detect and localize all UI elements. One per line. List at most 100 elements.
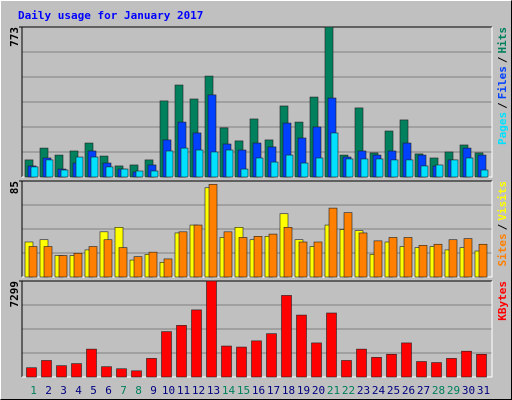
- bar: [358, 232, 368, 278]
- bar: [448, 239, 458, 278]
- bar: [390, 159, 399, 178]
- bar: [326, 312, 337, 378]
- bar: [88, 246, 98, 278]
- bar: [101, 366, 112, 378]
- bar: [223, 231, 233, 278]
- bar: [373, 240, 383, 278]
- bar: [360, 158, 369, 178]
- y-tick-label: 7299: [8, 281, 21, 308]
- x-tick-label: 31: [477, 384, 490, 397]
- x-tick-label: 23: [357, 384, 370, 397]
- bar: [281, 295, 292, 378]
- bar: [270, 161, 279, 178]
- bar: [375, 158, 384, 178]
- bar: [41, 360, 52, 378]
- bar: [313, 241, 323, 278]
- bar: [56, 365, 67, 378]
- x-tick-label: 20: [312, 384, 325, 397]
- bar: [446, 358, 457, 378]
- y-tick-label: 85: [8, 181, 21, 194]
- x-tick-label: 1: [30, 384, 37, 397]
- x-tick-label: 11: [177, 384, 190, 397]
- bar: [341, 360, 352, 378]
- bar: [163, 258, 173, 278]
- bar: [28, 246, 38, 278]
- bar: [388, 237, 398, 278]
- legend-entry: Pages: [496, 112, 509, 145]
- bar: [371, 357, 382, 378]
- x-tick-label: 2: [45, 384, 52, 397]
- x-tick-label: 13: [207, 384, 220, 397]
- bar: [416, 361, 427, 378]
- bar: [403, 237, 413, 278]
- bar: [420, 165, 429, 178]
- bar: [330, 132, 339, 178]
- bar: [103, 239, 113, 278]
- legend-entry: Sites: [496, 233, 509, 266]
- x-tick-label: 18: [282, 384, 295, 397]
- bar: [135, 170, 144, 178]
- bar: [116, 368, 127, 378]
- legend-entry: Files: [496, 66, 509, 99]
- bar: [71, 363, 82, 378]
- legend-entry: KBytes: [496, 281, 509, 321]
- bar: [165, 150, 174, 178]
- bar: [161, 331, 172, 378]
- bar: [195, 149, 204, 178]
- chart-title: Daily usage for January 2017: [18, 9, 203, 22]
- bar: [300, 162, 309, 178]
- x-tick-label: 27: [417, 384, 430, 397]
- bar: [356, 348, 367, 378]
- bar: [461, 350, 472, 378]
- bar: [208, 184, 218, 278]
- x-tick-label: 8: [135, 384, 142, 397]
- bar: [148, 251, 158, 278]
- x-tick-label: 24: [372, 384, 386, 397]
- x-tick-label: 6: [105, 384, 112, 397]
- bar: [296, 314, 307, 378]
- bar: [298, 241, 308, 278]
- x-tick-label: 16: [252, 384, 265, 397]
- bar: [431, 362, 442, 378]
- x-tick-label: 5: [90, 384, 97, 397]
- bar: [283, 227, 293, 278]
- bar: [433, 243, 443, 278]
- bar: [206, 280, 217, 378]
- bar: [255, 157, 264, 178]
- bar: [45, 159, 54, 178]
- x-tick-label: 29: [447, 384, 460, 397]
- bar: [90, 156, 99, 178]
- x-tick-label: 21: [327, 384, 340, 397]
- bar: [193, 224, 203, 278]
- bar: [463, 238, 473, 278]
- bar: [131, 370, 142, 378]
- bar: [221, 345, 232, 378]
- bar: [251, 340, 262, 378]
- bar: [240, 168, 249, 178]
- x-tick-label: 17: [267, 384, 280, 397]
- bar: [285, 154, 294, 178]
- bar: [401, 342, 412, 378]
- bar: [478, 243, 488, 278]
- legend-entry: Visits: [496, 181, 509, 221]
- bar: [58, 255, 68, 278]
- bar: [118, 247, 128, 278]
- bar: [315, 157, 324, 178]
- x-tick-label: 9: [150, 384, 157, 397]
- bar: [86, 348, 97, 378]
- x-tick-label: 3: [60, 384, 67, 397]
- bar: [386, 353, 397, 378]
- legend-entry: Hits: [496, 27, 509, 54]
- x-tick-label: 30: [462, 384, 475, 397]
- bar: [30, 166, 39, 178]
- bar: [180, 147, 189, 178]
- legend: Sites / Visits: [496, 181, 509, 267]
- bar: [43, 246, 53, 278]
- x-tick-label: 7: [120, 384, 127, 397]
- x-tick-label: 22: [342, 384, 355, 397]
- bar: [146, 358, 157, 378]
- legend: Pages / Files / Hits: [496, 27, 509, 145]
- bar: [236, 346, 247, 378]
